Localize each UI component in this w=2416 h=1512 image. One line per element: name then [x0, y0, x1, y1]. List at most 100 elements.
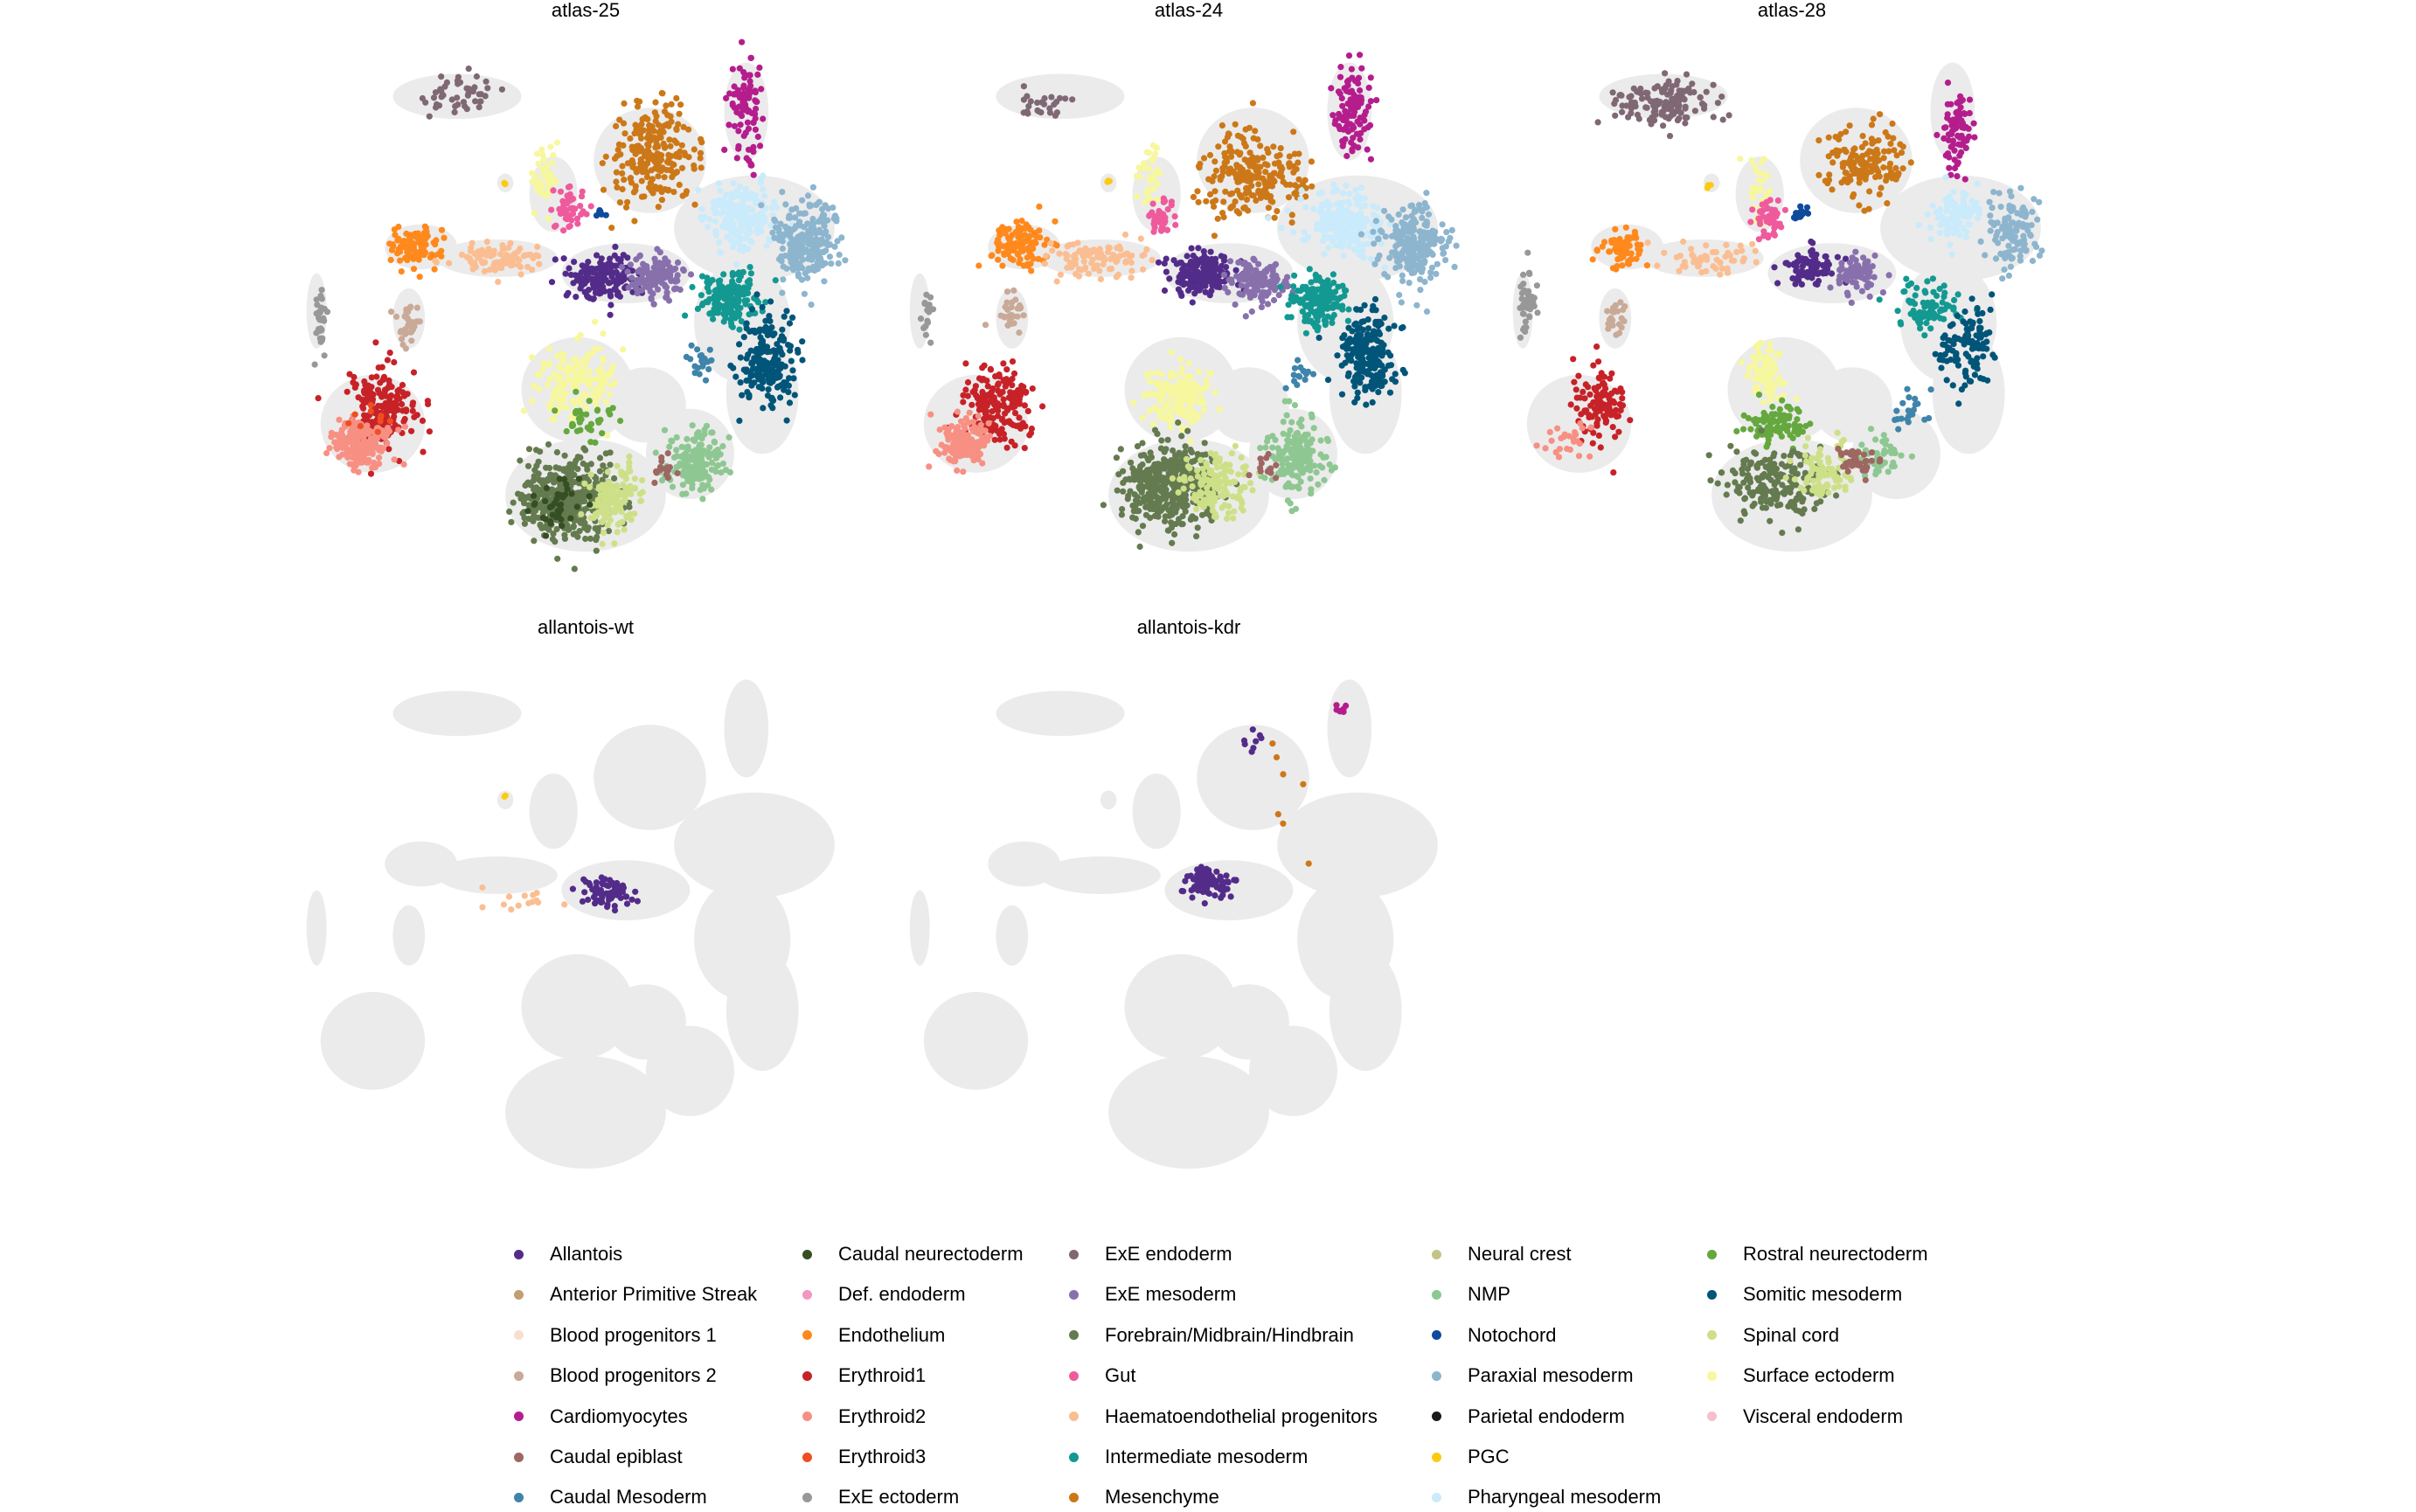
- cell-point: [589, 390, 596, 397]
- cell-point: [667, 113, 674, 120]
- cell-point: [1364, 369, 1371, 376]
- cell-point: [658, 197, 665, 204]
- cell-point: [410, 369, 418, 376]
- cell-point: [1429, 237, 1436, 244]
- cell-point: [577, 203, 584, 210]
- cell-point: [591, 346, 598, 353]
- cell-point: [392, 313, 400, 320]
- cell-point: [384, 440, 391, 447]
- cell-point: [398, 268, 405, 275]
- cell-point: [607, 255, 614, 262]
- cell-point: [596, 208, 603, 215]
- cell-point: [1420, 234, 1428, 242]
- cell-point: [835, 260, 842, 267]
- cell-point: [580, 460, 587, 468]
- cell-point: [1253, 166, 1260, 173]
- cell-point: [465, 254, 472, 261]
- cell-point: [1425, 211, 1433, 218]
- cell-point: [332, 431, 340, 439]
- cell-point: [698, 469, 705, 476]
- cell-point: [613, 122, 620, 129]
- cell-point: [605, 408, 612, 415]
- cell-point: [689, 283, 696, 291]
- cell-point: [783, 265, 790, 272]
- cell-point: [621, 130, 628, 137]
- cell-point: [396, 386, 403, 393]
- cell-point: [1194, 188, 1201, 195]
- cell-point: [821, 223, 828, 230]
- cell-point: [583, 405, 590, 412]
- cell-point: [559, 198, 566, 205]
- cluster-allantois: [1155, 245, 1247, 306]
- cell-point: [545, 362, 552, 369]
- cell-point: [926, 302, 933, 309]
- cell-point: [387, 392, 395, 399]
- cell-point: [1413, 302, 1420, 309]
- cell-point: [1016, 329, 1023, 336]
- cell-point: [1288, 212, 1295, 218]
- cell-point: [1335, 88, 1343, 95]
- cell-point: [679, 482, 686, 489]
- cell-point: [1242, 190, 1249, 197]
- cell-point: [746, 157, 753, 164]
- cell-point: [616, 199, 623, 206]
- cell-point: [517, 491, 525, 498]
- cell-point: [719, 290, 725, 297]
- cell-point: [745, 351, 752, 358]
- cell-point: [660, 270, 667, 277]
- cell-point: [710, 309, 717, 316]
- cell-point: [1345, 306, 1352, 313]
- umap-panel-atlas-24: atlas-24: [874, 0, 1503, 603]
- cell-point: [1397, 235, 1404, 242]
- cell-point: [1329, 271, 1336, 278]
- cell-point: [1015, 250, 1023, 257]
- cell-point: [801, 290, 809, 297]
- cell-point: [483, 239, 490, 246]
- background-region: [1209, 367, 1289, 443]
- cell-point: [733, 188, 740, 195]
- cell-point: [628, 179, 635, 186]
- cell-point: [1053, 278, 1060, 285]
- cell-point: [698, 273, 706, 280]
- cell-point: [614, 184, 621, 191]
- cell-point: [592, 525, 599, 532]
- cell-point: [650, 301, 657, 308]
- cell-point: [551, 500, 559, 507]
- cell-point: [1242, 313, 1249, 320]
- cell-point: [743, 94, 750, 101]
- cell-point: [1188, 245, 1195, 252]
- cell-point: [311, 361, 318, 368]
- cell-point: [1299, 283, 1307, 290]
- cell-point: [1341, 113, 1348, 120]
- cell-point: [534, 371, 541, 378]
- cell-point: [663, 102, 670, 109]
- cell-point: [1254, 156, 1261, 163]
- cell-point: [994, 239, 1001, 246]
- cell-point: [618, 468, 625, 475]
- cell-point: [593, 475, 600, 482]
- cell-point: [600, 186, 607, 193]
- cell-point: [722, 315, 729, 322]
- cell-point: [1237, 149, 1244, 156]
- cell-point: [351, 433, 358, 440]
- cell-point: [571, 471, 578, 478]
- cell-point: [1350, 124, 1357, 131]
- cell-point: [679, 461, 686, 468]
- cell-point: [552, 371, 559, 378]
- cell-point: [531, 486, 538, 493]
- cell-point: [534, 243, 541, 250]
- cell-point: [350, 379, 357, 386]
- cell-point: [602, 450, 609, 457]
- cell-point: [1153, 144, 1160, 151]
- cell-point: [559, 523, 566, 530]
- cell-point: [1344, 82, 1351, 89]
- cell-point: [586, 493, 593, 500]
- cell-point: [751, 327, 758, 334]
- cell-point: [633, 123, 641, 130]
- cell-point: [1343, 182, 1350, 189]
- cell-point: [746, 237, 753, 244]
- cell-point: [1271, 261, 1278, 269]
- cell-point: [540, 359, 547, 366]
- cell-point: [451, 108, 458, 115]
- cell-point: [1238, 194, 1245, 201]
